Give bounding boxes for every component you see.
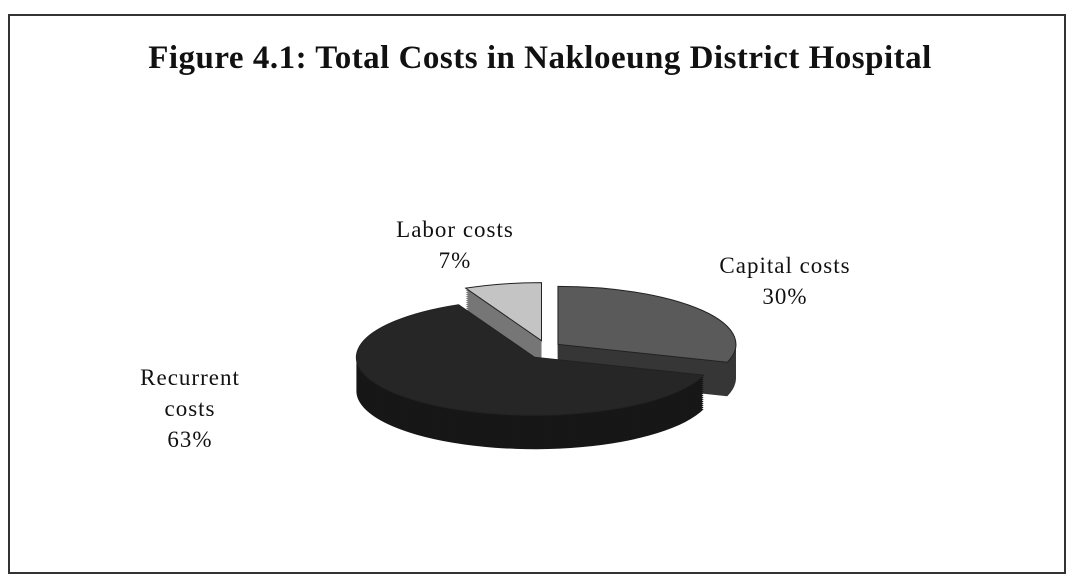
slice-label: Recurrent costs 63% [110,362,270,455]
slice [355,304,705,416]
slice [464,282,543,342]
slice-name: Capital costs [719,253,851,278]
slice-name: Labor costs [396,217,514,242]
slice-label: Labor costs 7% [360,214,550,276]
chart-title: Figure 4.1: Total Costs in Nakloeung Dis… [148,40,932,76]
slice-value: 30% [762,284,808,309]
slice-value: 7% [438,248,472,273]
slice-label: Capital costs 30% [690,250,880,312]
slice [557,285,737,363]
slice-value: 63% [167,427,213,452]
slice-name: Recurrent costs [140,365,240,421]
